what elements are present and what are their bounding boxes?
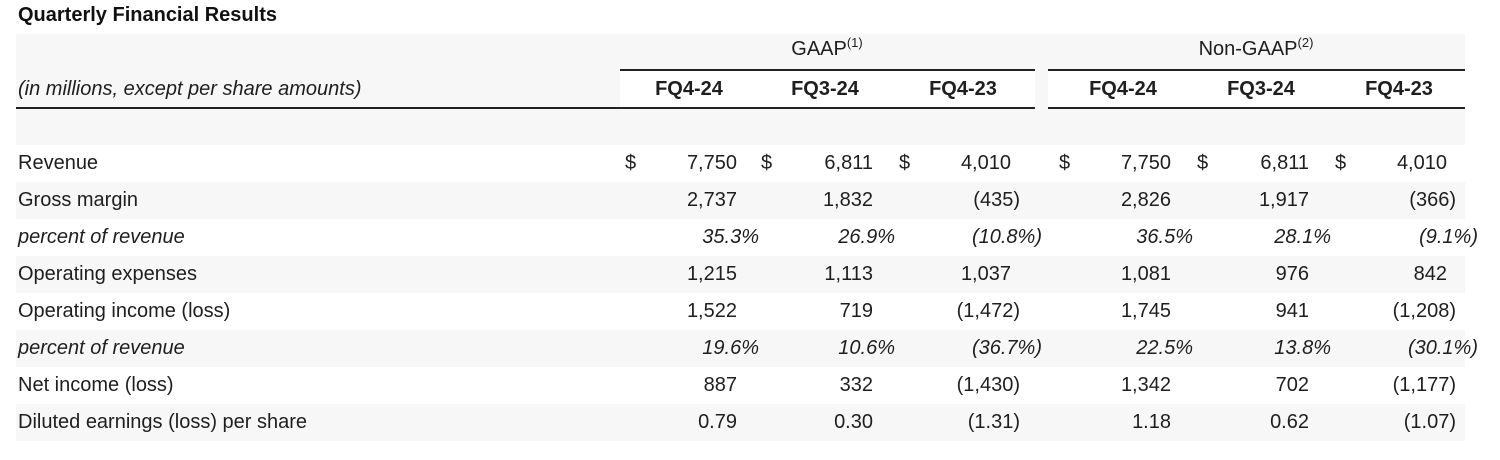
- table-cell: (366): [1409, 189, 1456, 211]
- table-cell: 0.62: [1270, 411, 1309, 433]
- table-title: Quarterly Financial Results: [18, 4, 277, 26]
- table-cell: 2,737: [686, 189, 737, 211]
- currency-symbol: $: [625, 152, 637, 174]
- column-header: FQ4-24: [1089, 78, 1157, 100]
- row-label: Diluted earnings (loss) per share: [18, 411, 308, 433]
- non-gaap-header-cell: [1048, 70, 1465, 107]
- column-header: FQ4-23: [929, 78, 997, 100]
- table-cell: 6,811: [824, 152, 873, 174]
- table-cell: 22.5%: [1136, 337, 1193, 359]
- column-header: FQ4-24: [655, 78, 723, 100]
- row-label: Gross margin: [18, 189, 139, 211]
- table-cell: 702: [1275, 374, 1309, 396]
- table-cell: 1,215: [686, 263, 737, 285]
- table-cell: (1.31): [967, 411, 1020, 433]
- column-header: FQ3-24: [1227, 78, 1295, 100]
- table-cell: (36.7%): [971, 337, 1042, 359]
- divider: [1048, 107, 1465, 109]
- table-cell: 1,342: [1120, 374, 1171, 396]
- table-cell: (1,177): [1392, 374, 1456, 396]
- table-cell: 7,750: [1120, 152, 1171, 174]
- table-cell: 842: [1413, 263, 1447, 285]
- table-cell: 36.5%: [1136, 226, 1193, 248]
- table-cell: 28.1%: [1274, 226, 1331, 248]
- table-cell: 35.3%: [702, 226, 759, 248]
- row-background: [16, 330, 1465, 367]
- column-header: FQ3-24: [791, 78, 859, 100]
- table-cell: 1,745: [1120, 300, 1171, 322]
- table-cell: 1,037: [960, 263, 1011, 285]
- currency-symbol: $: [899, 152, 911, 174]
- table-cell: (30.1%): [1407, 337, 1478, 359]
- table-cell: 976: [1275, 263, 1309, 285]
- row-label: Operating income (loss): [18, 300, 231, 322]
- table-cell: 719: [839, 300, 873, 322]
- table-cell: 1,113: [824, 263, 873, 285]
- table-cell: 26.9%: [838, 226, 895, 248]
- table-cell: 941: [1275, 300, 1309, 322]
- row-label: Net income (loss): [18, 374, 174, 396]
- row-background: [16, 256, 1465, 293]
- table-cell: 4,010: [1396, 152, 1447, 174]
- table-cell: 2,826: [1120, 189, 1171, 211]
- row-background: [16, 182, 1465, 219]
- table-cell: 0.30: [834, 411, 873, 433]
- currency-symbol: $: [1059, 152, 1071, 174]
- table-cell: 6,811: [1260, 152, 1309, 174]
- currency-symbol: $: [761, 152, 773, 174]
- row-label: percent of revenue: [18, 226, 185, 248]
- currency-symbol: $: [1197, 152, 1209, 174]
- row-background: [16, 404, 1465, 441]
- divider: [620, 69, 1035, 71]
- group-header-gaap: GAAP(1): [791, 35, 863, 60]
- table-cell: 1.18: [1132, 411, 1171, 433]
- column-header: FQ4-23: [1365, 78, 1433, 100]
- divider: [16, 107, 1035, 109]
- table-cell: (10.8%): [971, 226, 1042, 248]
- table-cell: (9.1%): [1419, 226, 1478, 248]
- row-label: percent of revenue: [18, 337, 185, 359]
- gaap-header-cell: [620, 70, 1035, 107]
- table-cell: (1,472): [956, 300, 1020, 322]
- table-cell: 13.8%: [1274, 337, 1331, 359]
- row-label: Operating expenses: [18, 263, 198, 285]
- table-cell: 7,750: [686, 152, 737, 174]
- divider: [1048, 69, 1465, 71]
- table-cell: 1,081: [1120, 263, 1171, 285]
- row-label: Revenue: [18, 152, 99, 174]
- spacer-row: [16, 108, 1465, 145]
- table-cell: 19.6%: [702, 337, 759, 359]
- table-cell: 1,832: [822, 189, 873, 211]
- table-cell: 887: [703, 374, 737, 396]
- table-cell: 332: [839, 374, 873, 396]
- table-cell: 10.6%: [838, 337, 895, 359]
- table-cell: 1,917: [1258, 189, 1309, 211]
- table-cell: 4,010: [960, 152, 1011, 174]
- table-cell: 1,522: [686, 300, 737, 322]
- table-cell: (1,208): [1392, 300, 1456, 322]
- group-header-non-gaap: Non-GAAP(2): [1198, 35, 1314, 60]
- table-cell: (435): [973, 189, 1020, 211]
- table-cell: (1.07): [1403, 411, 1456, 433]
- unit-note: (in millions, except per share amounts): [18, 78, 362, 100]
- table-cell: (1,430): [956, 374, 1020, 396]
- currency-symbol: $: [1335, 152, 1347, 174]
- table-cell: 0.79: [698, 411, 737, 433]
